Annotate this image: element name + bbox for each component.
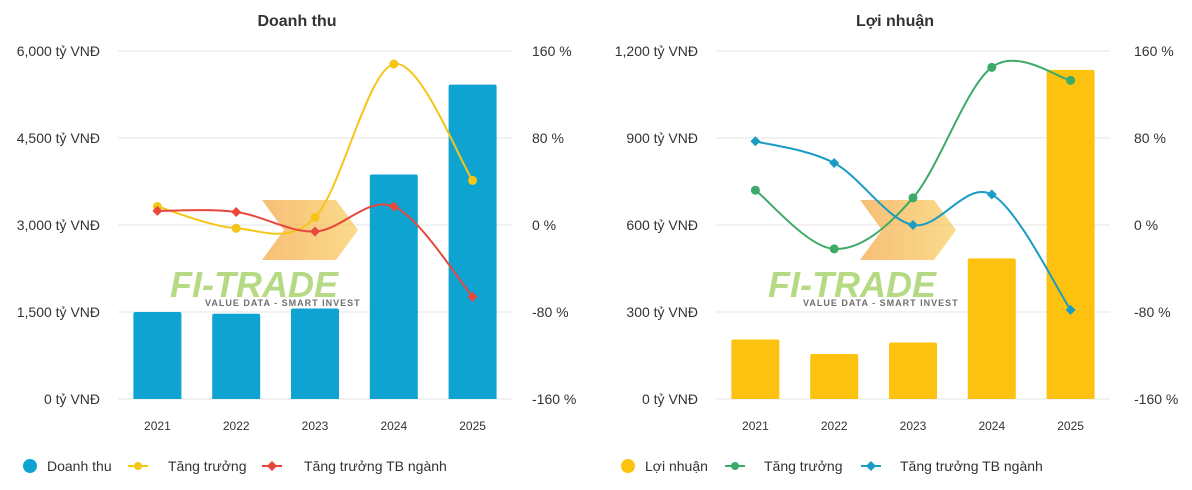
point-2024[interactable] — [389, 59, 399, 69]
x-axis-tick: 2023 — [302, 419, 329, 433]
y-axis-left-tick: 3,000 tỷ VNĐ — [17, 217, 100, 233]
y-axis-right-tick: -160 % — [1134, 391, 1178, 407]
legend-label: Tăng trưởng — [168, 458, 246, 474]
y-axis-left-tick: 900 tỷ VNĐ — [626, 130, 698, 146]
legend-marker — [731, 462, 739, 470]
bar-2025[interactable] — [1046, 69, 1095, 399]
point-2023[interactable] — [908, 193, 918, 203]
chart-title: Doanh thu — [257, 13, 336, 30]
bar-2022[interactable] — [212, 313, 261, 399]
point-2024[interactable] — [987, 62, 997, 72]
legend-label: Tăng trưởng TB ngành — [304, 458, 447, 474]
x-axis-tick: 2022 — [821, 419, 848, 433]
x-axis-tick: 2021 — [742, 419, 769, 433]
bar-2023[interactable] — [889, 342, 937, 399]
y-axis-right-tick: 80 % — [532, 130, 564, 146]
point-2023[interactable] — [310, 212, 320, 222]
bar-2022[interactable] — [810, 354, 859, 399]
y-axis-right-tick: 0 % — [532, 217, 556, 233]
point-2021[interactable] — [152, 205, 163, 216]
point-2025[interactable] — [467, 291, 478, 302]
y-axis-right-tick: 0 % — [1134, 217, 1158, 233]
watermark-arrow-icon — [860, 200, 956, 260]
watermark-brand: FI-TRADE — [768, 264, 937, 305]
x-axis-tick: 2024 — [978, 419, 1005, 433]
y-axis-right-tick: -160 % — [532, 391, 576, 407]
profit-chart: Lợi nhuận FI-TRADE VALUE DATA - SMART IN… — [615, 13, 1179, 474]
x-axis-tick: 2024 — [380, 419, 407, 433]
bar-2023[interactable] — [291, 308, 339, 399]
legend-item[interactable]: Tăng trưởng — [128, 458, 246, 474]
point-2022[interactable] — [829, 244, 839, 254]
fi-trade-watermark: FI-TRADE VALUE DATA - SMART INVEST — [768, 200, 959, 308]
legend-item[interactable]: Doanh thu — [23, 458, 112, 474]
point-2025[interactable] — [1065, 304, 1076, 315]
y-axis-left-tick: 300 tỷ VNĐ — [626, 304, 698, 320]
point-2022[interactable] — [231, 223, 241, 233]
point-2022[interactable] — [829, 158, 840, 169]
legend-item[interactable]: Tăng trưởng TB ngành — [861, 458, 1043, 474]
point-2024[interactable] — [388, 201, 399, 212]
y-axis-right-tick: 160 % — [532, 43, 572, 59]
point-2021[interactable] — [750, 185, 760, 195]
legend-swatch — [621, 459, 635, 473]
watermark-brand: FI-TRADE — [170, 264, 339, 305]
y-axis-right-tick: 160 % — [1134, 43, 1174, 59]
legend-marker — [267, 461, 277, 471]
revenue-chart: Doanh thu FI-TRADE VALUE DATA - SMART IN… — [17, 13, 577, 474]
point-2022[interactable] — [231, 206, 242, 217]
legend-label: Doanh thu — [47, 458, 112, 474]
x-axis-tick: 2022 — [223, 419, 250, 433]
watermark-tagline: VALUE DATA - SMART INVEST — [205, 298, 361, 308]
y-axis-left-tick: 1,500 tỷ VNĐ — [17, 304, 100, 320]
point-2025[interactable] — [1066, 75, 1076, 85]
watermark-arrow-icon — [262, 200, 358, 260]
y-axis-left-tick: 1,200 tỷ VNĐ — [615, 43, 698, 59]
bar-2021[interactable] — [133, 312, 182, 399]
y-axis-left-tick: 0 tỷ VNĐ — [642, 391, 698, 407]
watermark-tagline: VALUE DATA - SMART INVEST — [803, 298, 959, 308]
legend-swatch — [23, 459, 37, 473]
legend-item[interactable]: Lợi nhuận — [621, 458, 708, 474]
fi-trade-watermark: FI-TRADE VALUE DATA - SMART INVEST — [170, 200, 361, 308]
y-axis-right-tick: -80 % — [1134, 304, 1171, 320]
legend-label: Tăng trưởng — [764, 458, 842, 474]
bar-2024[interactable] — [369, 174, 418, 399]
x-axis-tick: 2025 — [1057, 419, 1084, 433]
chart-title: Lợi nhuận — [856, 13, 934, 30]
point-2024[interactable] — [986, 189, 997, 200]
series-line — [157, 63, 474, 235]
x-axis-tick: 2021 — [144, 419, 171, 433]
legend-marker — [866, 461, 876, 471]
y-axis-left-tick: 6,000 tỷ VNĐ — [17, 43, 100, 59]
point-2025[interactable] — [468, 175, 478, 185]
bar-2021[interactable] — [731, 339, 780, 399]
legend-item[interactable]: Tăng trưởng — [725, 458, 842, 474]
y-axis-left-tick: 0 tỷ VNĐ — [44, 391, 100, 407]
legend-label: Lợi nhuận — [645, 458, 708, 474]
y-axis-right-tick: 80 % — [1134, 130, 1166, 146]
legend-marker — [134, 462, 142, 470]
y-axis-right-tick: -80 % — [532, 304, 569, 320]
legend-item[interactable]: Tăng trưởng TB ngành — [262, 458, 447, 474]
x-axis-tick: 2025 — [459, 419, 486, 433]
bar-2024[interactable] — [967, 258, 1016, 399]
point-2023[interactable] — [908, 220, 918, 230]
y-axis-left-tick: 4,500 tỷ VNĐ — [17, 130, 100, 146]
point-2023[interactable] — [310, 226, 320, 237]
y-axis-left-tick: 600 tỷ VNĐ — [626, 217, 698, 233]
x-axis-tick: 2023 — [900, 419, 927, 433]
legend-label: Tăng trưởng TB ngành — [900, 458, 1043, 474]
point-2021[interactable] — [750, 136, 761, 147]
bar-2025[interactable] — [448, 84, 497, 399]
